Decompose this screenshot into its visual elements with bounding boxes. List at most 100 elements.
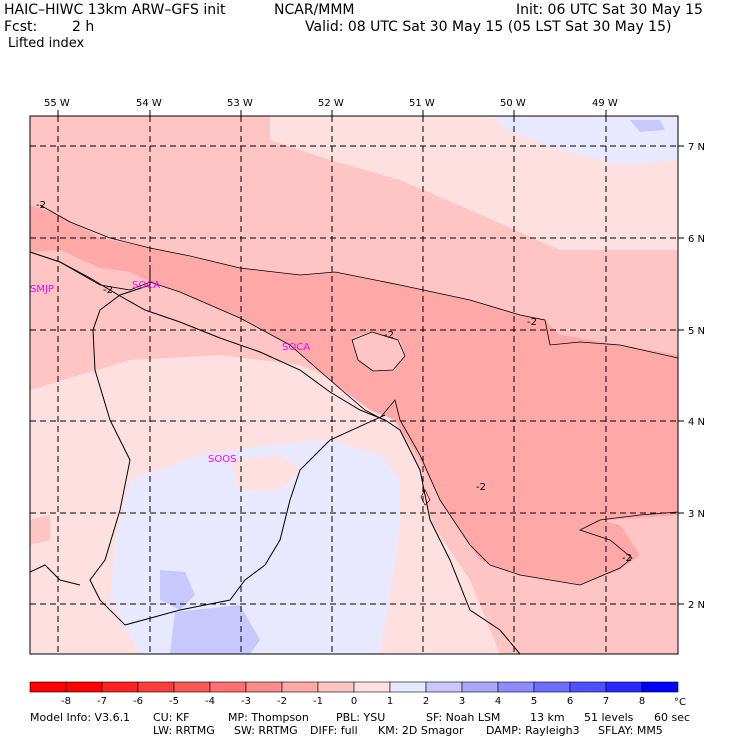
contour-label: -2 bbox=[103, 285, 113, 296]
map-frame bbox=[29, 115, 679, 655]
contour-label: -2 bbox=[476, 482, 486, 493]
colorbar-swatch bbox=[569, 681, 607, 693]
colorbar-tick-label: 2 bbox=[423, 696, 429, 707]
colorbar-swatch bbox=[641, 681, 679, 693]
footer-lw: LW: RRTMG bbox=[153, 724, 215, 737]
colorbar-swatch bbox=[281, 681, 319, 693]
colorbar-swatch bbox=[353, 681, 391, 693]
contour-label: -2 bbox=[36, 200, 46, 211]
lon-label: 49 W bbox=[592, 98, 618, 109]
field-light-sw bbox=[30, 540, 70, 654]
field-blue-ne-spot bbox=[630, 120, 665, 132]
coastline bbox=[30, 251, 521, 654]
contour-small bbox=[420, 489, 431, 506]
colorbar-swatch bbox=[605, 681, 643, 693]
init-time: Init: 06 UTC Sat 30 May 15 bbox=[516, 2, 703, 18]
station-label: SMJP bbox=[30, 284, 54, 295]
colorbar-tick-label: 6 bbox=[567, 696, 573, 707]
lat-label: 4 N bbox=[688, 417, 705, 428]
field-island bbox=[230, 455, 300, 490]
footer-diff: DIFF: full bbox=[310, 724, 358, 737]
colorbar-swatch bbox=[137, 681, 175, 693]
border-sw bbox=[30, 564, 81, 586]
colorbar-tick-label: -7 bbox=[97, 696, 107, 707]
footer-sflay: SFLAY: MM5 bbox=[598, 724, 663, 737]
lat-lon-grid bbox=[30, 116, 678, 654]
lon-label: 54 W bbox=[136, 98, 162, 109]
footer-damp: DAMP: Rayleigh3 bbox=[486, 724, 580, 737]
field-blue-spot-2 bbox=[170, 605, 260, 654]
model-title: HAIC–HIWC 13km ARW–GFS init bbox=[4, 2, 226, 18]
footer-model-info: Model Info: V3.6.1 bbox=[30, 711, 131, 724]
border-lines bbox=[89, 265, 386, 626]
field-hole bbox=[350, 332, 405, 372]
colorbar-tick-label: 5 bbox=[531, 696, 537, 707]
colorbar-tick-label: 3 bbox=[459, 696, 465, 707]
colorbar-tick-label: 1 bbox=[387, 696, 393, 707]
organization: NCAR/MMM bbox=[274, 2, 355, 18]
footer-pbl: PBL: YSU bbox=[336, 711, 386, 724]
colorbar: -8 -7 -6 -5 -4 -3 -2 -1 0 1 2 3 4 5 6 7 8 bbox=[29, 681, 679, 707]
footer-timestep: 60 sec bbox=[654, 711, 691, 724]
field-band-dark bbox=[30, 205, 678, 585]
colorbar-swatch bbox=[245, 681, 283, 693]
colorbar-tick-label: -4 bbox=[205, 696, 215, 707]
contour-loop bbox=[351, 331, 406, 372]
colorbar-tick-label: -8 bbox=[61, 696, 71, 707]
valid-time: Valid: 08 UTC Sat 30 May 15 (05 LST Sat … bbox=[305, 19, 672, 35]
footer-levels: 51 levels bbox=[584, 711, 634, 724]
frame-ticks bbox=[57, 110, 684, 605]
colorbar-tick-label: 0 bbox=[351, 696, 357, 707]
colorbar-tick-label: -6 bbox=[133, 696, 143, 707]
colorbar-swatch bbox=[173, 681, 211, 693]
colorbar-tick-label: 7 bbox=[603, 696, 609, 707]
colorbar-swatch bbox=[209, 681, 247, 693]
colorbar-tick-label: -2 bbox=[277, 696, 287, 707]
colorbar-swatch bbox=[461, 681, 499, 693]
footer-res: 13 km bbox=[530, 711, 565, 724]
colorbar-swatch bbox=[389, 681, 427, 693]
colorbar-swatch bbox=[533, 681, 571, 693]
colorbar-swatch bbox=[101, 681, 139, 693]
footer-sf: SF: Noah LSM bbox=[426, 711, 501, 724]
colorbar-tick-label: 4 bbox=[495, 696, 501, 707]
colorbar-tick-label: -1 bbox=[313, 696, 323, 707]
contour-label: -2 bbox=[622, 553, 632, 564]
footer-mp: MP: Thompson bbox=[228, 711, 309, 724]
colorbar-tick-label: -3 bbox=[241, 696, 251, 707]
footer-sw: SW: RRTMG bbox=[234, 724, 298, 737]
contour-south bbox=[30, 251, 678, 586]
contour-label: -2 bbox=[384, 330, 394, 341]
colorbar-tick-label: -5 bbox=[169, 696, 179, 707]
contour-north bbox=[39, 204, 678, 359]
lon-label: 52 W bbox=[318, 98, 344, 109]
lat-label: 7 N bbox=[688, 142, 705, 153]
footer-cu: CU: KF bbox=[153, 711, 190, 724]
lon-label: 53 W bbox=[227, 98, 253, 109]
lon-label: 50 W bbox=[500, 98, 526, 109]
station-label: SOOS bbox=[208, 454, 236, 465]
colorbar-swatch bbox=[317, 681, 355, 693]
station-label: SOCA bbox=[132, 280, 160, 291]
colorbar-tick-label: 8 bbox=[639, 696, 645, 707]
station-label: SOCA bbox=[282, 342, 310, 353]
lat-label: 3 N bbox=[688, 509, 705, 520]
contour-label: -2 bbox=[527, 317, 537, 328]
colorbar-swatch bbox=[497, 681, 535, 693]
field-blue-ne bbox=[490, 116, 678, 165]
field-name: Lifted index bbox=[8, 36, 85, 51]
colorbar-swatch bbox=[65, 681, 103, 693]
lat-label: 2 N bbox=[688, 600, 705, 611]
forecast-value: 2 h bbox=[72, 19, 95, 35]
forecast-label: Fcst: bbox=[4, 19, 38, 35]
colorbar-swatch bbox=[29, 681, 67, 693]
lat-label: 5 N bbox=[688, 326, 705, 337]
field-sw-patch bbox=[30, 515, 50, 545]
lon-label: 55 W bbox=[44, 98, 70, 109]
colorbar-swatch bbox=[425, 681, 463, 693]
field-blue-spot-1 bbox=[160, 570, 195, 610]
lon-label: 51 W bbox=[409, 98, 435, 109]
footer-km: KM: 2D Smagor bbox=[378, 724, 464, 737]
lat-label: 6 N bbox=[688, 234, 705, 245]
